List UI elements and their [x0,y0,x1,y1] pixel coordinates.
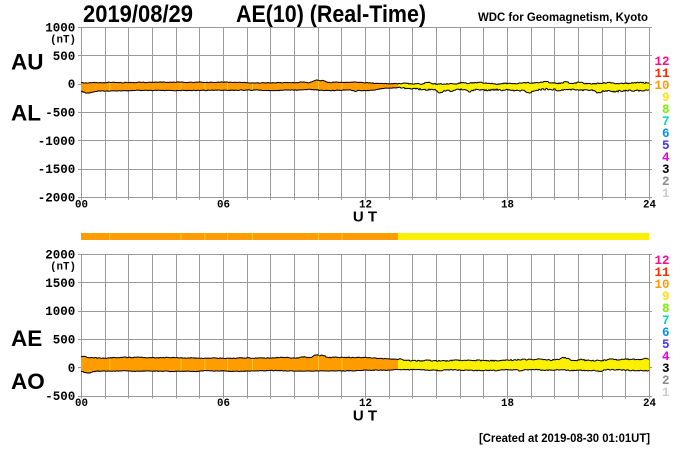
svg-text:9: 9 [662,91,670,105]
svg-text:18: 18 [501,199,514,211]
svg-text:0: 0 [68,78,76,92]
svg-text:7: 7 [662,115,670,129]
svg-text:2: 2 [662,374,670,388]
svg-text:-1500: -1500 [38,163,76,177]
svg-text:WDC for Geomagnetism, Kyoto: WDC for Geomagnetism, Kyoto [478,10,648,24]
svg-text:06: 06 [217,199,230,211]
svg-text:2019/08/29: 2019/08/29 [83,1,193,28]
svg-text:-500: -500 [45,107,75,121]
svg-text:12: 12 [359,398,372,410]
svg-text:U T: U T [353,209,377,226]
svg-text:AE(10) (Real-Time): AE(10) (Real-Time) [236,1,426,28]
svg-text:18: 18 [501,398,514,410]
svg-text:12: 12 [359,199,372,211]
svg-text:500: 500 [53,50,76,64]
svg-text:6: 6 [662,326,670,340]
svg-text:AE: AE [11,326,42,351]
svg-text:5: 5 [662,338,670,352]
svg-text:AL: AL [11,101,41,126]
svg-text:U T: U T [353,408,377,425]
svg-text:500: 500 [53,334,76,348]
svg-text:-2000: -2000 [38,192,76,206]
svg-text:2: 2 [662,175,670,189]
svg-text:6: 6 [662,127,670,141]
svg-text:10: 10 [654,278,669,292]
svg-text:2000: 2000 [45,249,75,263]
svg-text:AO: AO [11,369,45,394]
svg-text:7: 7 [662,314,670,328]
svg-text:4: 4 [662,151,670,165]
svg-text:AU: AU [11,50,44,75]
svg-text:5: 5 [662,139,670,153]
svg-text:00: 00 [75,199,88,211]
svg-text:8: 8 [662,302,670,316]
svg-text:1000: 1000 [45,22,75,36]
svg-text:3: 3 [662,362,670,376]
svg-text:8: 8 [662,103,670,117]
svg-text:4: 4 [662,350,670,364]
svg-text:24: 24 [643,398,656,410]
svg-text:9: 9 [662,290,670,304]
svg-text:10: 10 [654,79,669,93]
svg-text:[Created at 2019-08-30 01:01UT: [Created at 2019-08-30 01:01UT] [479,431,650,445]
svg-text:06: 06 [217,398,230,410]
svg-text:-1000: -1000 [38,135,76,149]
svg-text:1: 1 [662,187,670,201]
svg-text:0: 0 [68,362,76,376]
svg-text:1000: 1000 [45,305,75,319]
svg-text:24: 24 [643,199,656,211]
svg-text:(nT): (nT) [50,261,76,273]
svg-text:12: 12 [654,55,669,69]
svg-text:3: 3 [662,163,670,177]
svg-text:1: 1 [662,386,670,400]
svg-text:11: 11 [654,266,669,280]
svg-text:12: 12 [654,254,669,268]
svg-text:(nT): (nT) [50,34,76,46]
svg-text:-500: -500 [45,390,75,404]
svg-text:00: 00 [75,398,88,410]
svg-text:1500: 1500 [45,277,75,291]
svg-text:11: 11 [654,67,669,81]
